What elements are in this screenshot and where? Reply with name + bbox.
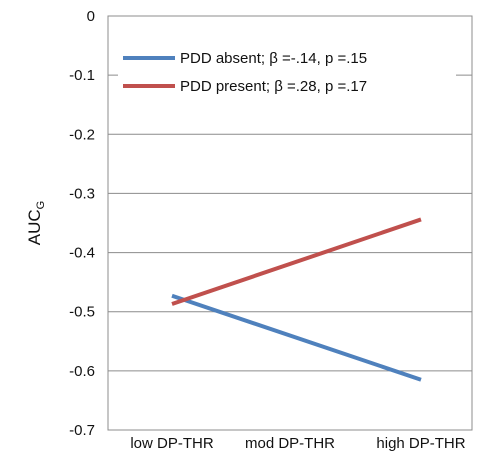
x-tick-label: low DP-THR — [130, 435, 214, 452]
series-lines — [171, 217, 422, 382]
y-axis-title-main: AUC — [25, 209, 44, 245]
legend-label-pdd-absent: PDD absent; β =-.14, p =.15 — [180, 50, 367, 67]
series-line-pdd-present — [171, 217, 422, 306]
series-line-pdd-absent — [171, 293, 422, 382]
y-tick-label: -0.7 — [69, 422, 95, 439]
y-tick-label: -0.6 — [69, 363, 95, 380]
legend-label-pdd-present: PDD present; β =.28, p =.17 — [180, 78, 367, 95]
y-tick-label: 0 — [87, 8, 95, 25]
y-tick-label: -0.5 — [69, 304, 95, 321]
x-tick-labels: low DP-THR mod DP-THR high DP-THR — [130, 435, 465, 452]
y-tick-label: -0.1 — [69, 67, 95, 84]
y-tick-label: -0.2 — [69, 126, 95, 143]
y-tick-label: -0.3 — [69, 185, 95, 202]
legend: PDD absent; β =-.14, p =.15 PDD present;… — [118, 38, 456, 98]
x-tick-label: high DP-THR — [376, 435, 465, 452]
y-axis-title: AUCG — [25, 201, 47, 245]
y-axis-title-subscript: G — [35, 201, 47, 210]
y-tick-label: -0.4 — [69, 245, 95, 262]
x-tick-label: mod DP-THR — [245, 435, 335, 452]
y-tick-labels: 0 -0.1 -0.2 -0.3 -0.4 -0.5 -0.6 -0.7 — [69, 8, 95, 439]
